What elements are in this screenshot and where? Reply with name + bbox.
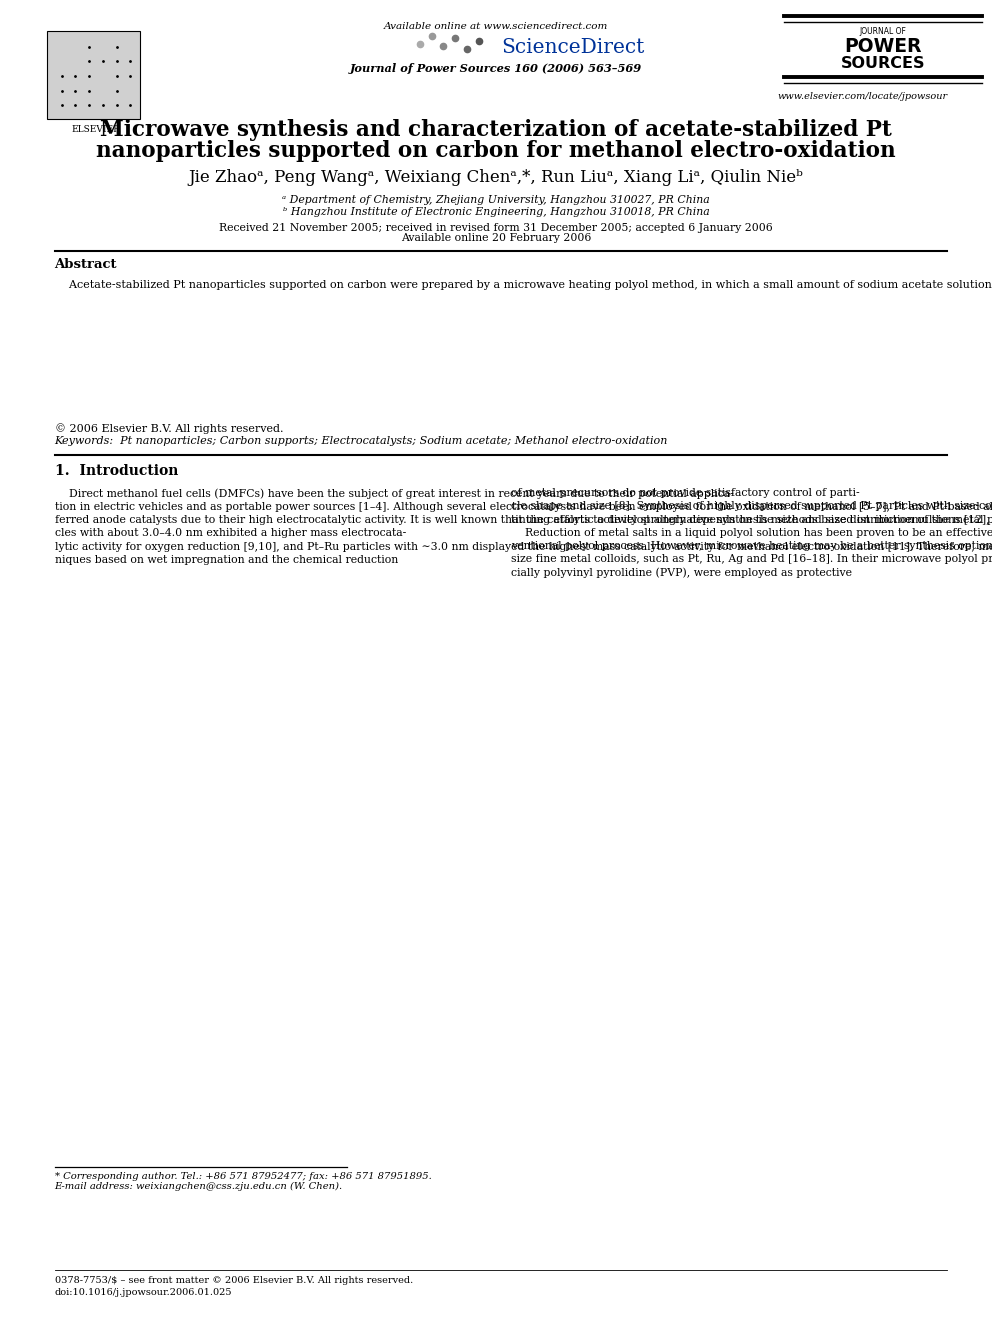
Text: © 2006 Elsevier B.V. All rights reserved.: © 2006 Elsevier B.V. All rights reserved… xyxy=(55,423,283,434)
Bar xyxy=(47,30,141,119)
Text: SOURCES: SOURCES xyxy=(840,56,926,71)
Text: ELSEVIER: ELSEVIER xyxy=(71,126,120,135)
Text: E-mail address: weixiangchen@css.zju.edu.cn (W. Chen).: E-mail address: weixiangchen@css.zju.edu… xyxy=(55,1183,342,1191)
Text: www.elsevier.com/locate/jpowsour: www.elsevier.com/locate/jpowsour xyxy=(778,93,947,101)
Text: Abstract: Abstract xyxy=(55,258,117,271)
Text: ᵃ Department of Chemistry, Zhejiang University, Hangzhou 310027, PR China: ᵃ Department of Chemistry, Zhejiang Univ… xyxy=(282,194,710,205)
Text: Available online 20 February 2006: Available online 20 February 2006 xyxy=(401,233,591,243)
Text: JOURNAL OF: JOURNAL OF xyxy=(859,28,907,36)
Text: nanoparticles supported on carbon for methanol electro-oxidation: nanoparticles supported on carbon for me… xyxy=(96,140,896,161)
Text: Received 21 November 2005; received in revised form 31 December 2005; accepted 6: Received 21 November 2005; received in r… xyxy=(219,222,773,233)
Text: POWER: POWER xyxy=(844,37,922,56)
Text: ScienceDirect: ScienceDirect xyxy=(501,38,645,57)
Text: of metal precursors do not provide satisfactory control of parti-
cle shape and : of metal precursors do not provide satis… xyxy=(511,488,992,578)
Text: 0378-7753/$ – see front matter © 2006 Elsevier B.V. All rights reserved.: 0378-7753/$ – see front matter © 2006 El… xyxy=(55,1277,413,1285)
Text: Available online at www.sciencedirect.com: Available online at www.sciencedirect.co… xyxy=(384,22,608,30)
Text: Microwave synthesis and characterization of acetate-stabilized Pt: Microwave synthesis and characterization… xyxy=(100,119,892,140)
Text: Jie Zhaoᵃ, Peng Wangᵃ, Weixiang Chenᵃ,*, Run Liuᵃ, Xiang Liᵃ, Qiulin Nieᵇ: Jie Zhaoᵃ, Peng Wangᵃ, Weixiang Chenᵃ,*,… xyxy=(188,169,804,185)
Text: doi:10.1016/j.jpowsour.2006.01.025: doi:10.1016/j.jpowsour.2006.01.025 xyxy=(55,1289,232,1297)
Text: * Corresponding author. Tel.: +86 571 87952477; fax: +86 571 87951895.: * Corresponding author. Tel.: +86 571 87… xyxy=(55,1172,432,1180)
Text: Journal of Power Sources 160 (2006) 563–569: Journal of Power Sources 160 (2006) 563–… xyxy=(350,64,642,74)
Text: ᵇ Hangzhou Institute of Electronic Engineering, Hangzhou 310018, PR China: ᵇ Hangzhou Institute of Electronic Engin… xyxy=(283,206,709,217)
Text: Acetate-stabilized Pt nanoparticles supported on carbon were prepared by a micro: Acetate-stabilized Pt nanoparticles supp… xyxy=(55,279,992,290)
Text: 1.  Introduction: 1. Introduction xyxy=(55,464,178,478)
Text: Direct methanol fuel cells (DMFCs) have been the subject of great interest in re: Direct methanol fuel cells (DMFCs) have … xyxy=(55,488,992,565)
Text: Keywords:  Pt nanoparticles; Carbon supports; Electrocatalysts; Sodium acetate; : Keywords: Pt nanoparticles; Carbon suppo… xyxy=(55,435,668,446)
